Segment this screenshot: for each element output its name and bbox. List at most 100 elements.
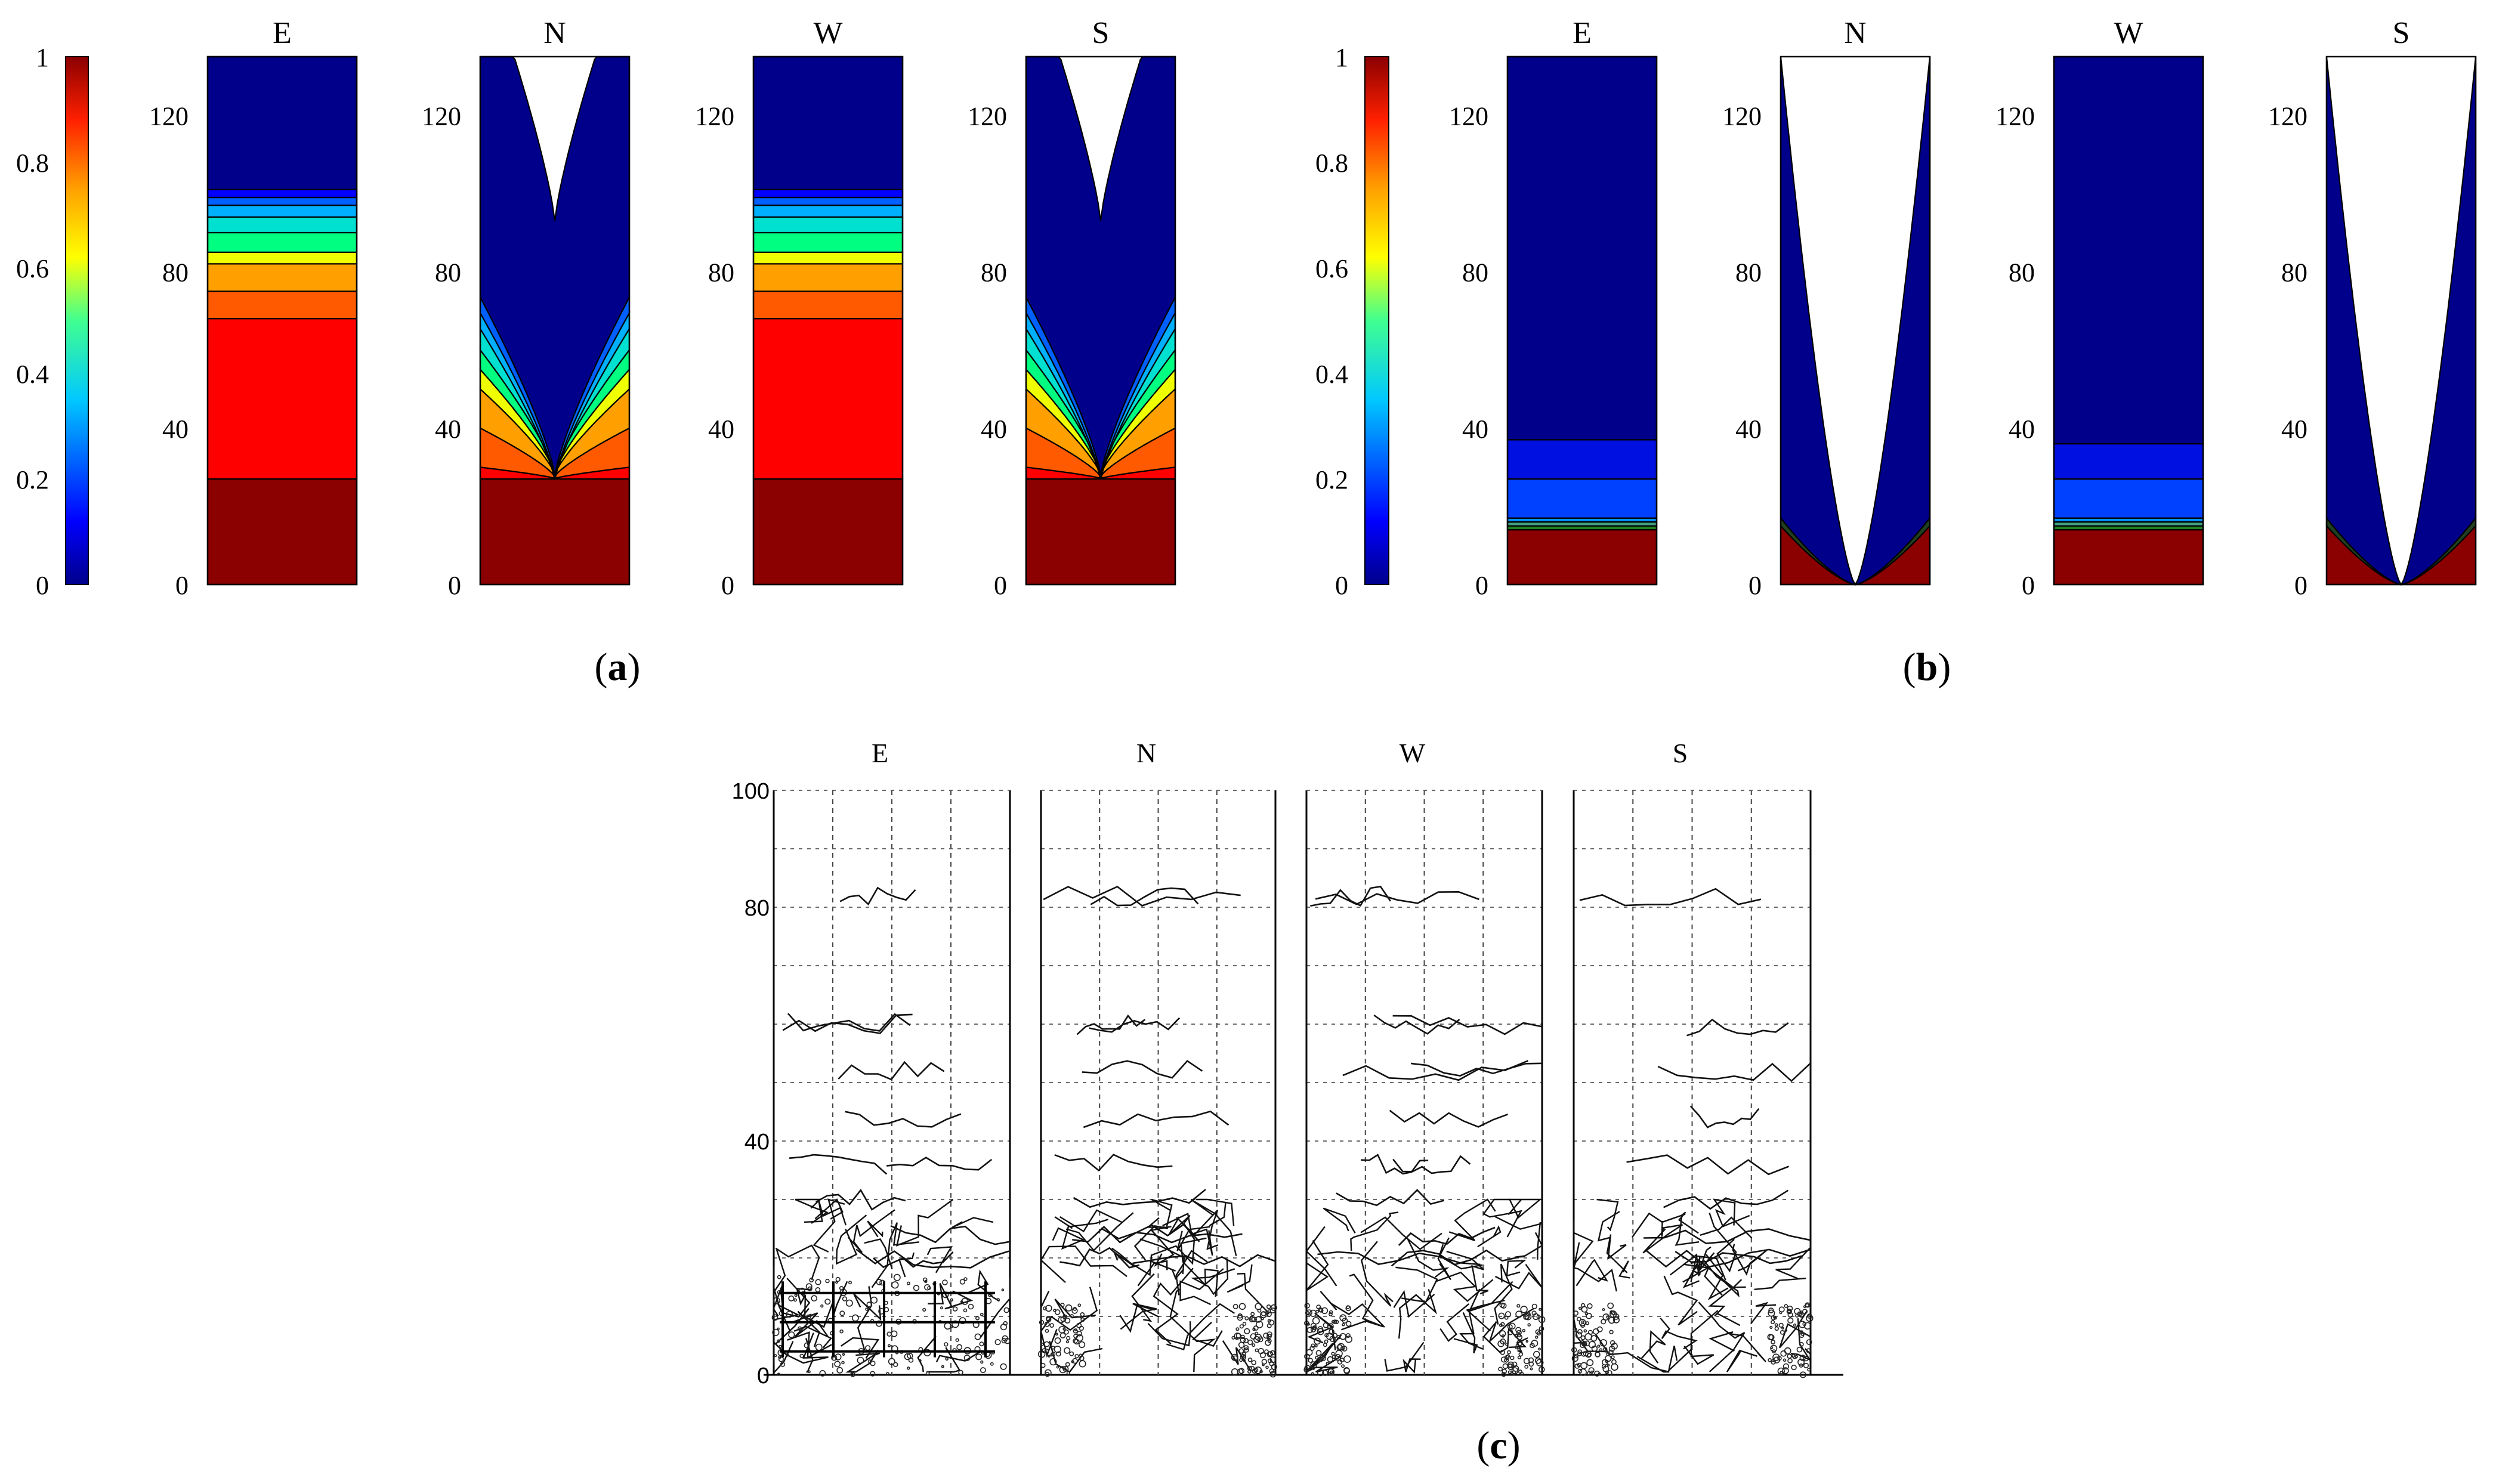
spall-mark <box>963 1308 968 1313</box>
spall-mark <box>886 1331 892 1337</box>
wall-title: E <box>1573 16 1592 50</box>
crack <box>1705 1254 1729 1301</box>
colorbar-tick-label: 0.6 <box>1315 254 1348 283</box>
spall-mark <box>1799 1371 1806 1378</box>
spall-mark <box>1515 1327 1522 1333</box>
spall-mark <box>1318 1308 1324 1313</box>
spall-mark <box>1507 1370 1512 1374</box>
spall-mark <box>1771 1340 1775 1344</box>
spall-mark <box>1046 1316 1051 1321</box>
spall-mark <box>1784 1347 1791 1355</box>
y-tick-label: 80 <box>2281 258 2307 287</box>
crack <box>1494 1216 1543 1260</box>
spall-mark <box>942 1279 948 1285</box>
spall-mark <box>1048 1355 1051 1358</box>
crack <box>1073 1189 1206 1208</box>
spall-mark <box>1252 1343 1256 1347</box>
contour-band <box>1506 529 1658 586</box>
spall-mark <box>904 1353 912 1361</box>
spall-mark <box>1269 1368 1275 1374</box>
spall-mark <box>1231 1368 1238 1376</box>
crack <box>1573 1267 1617 1292</box>
spall-mark <box>1611 1355 1615 1359</box>
wall-title: W <box>2114 16 2143 50</box>
spall-mark <box>812 1313 815 1317</box>
spall-mark <box>906 1281 910 1285</box>
spall-mark <box>918 1359 922 1362</box>
spall-mark <box>1799 1341 1804 1347</box>
y-tick-label: 120 <box>149 101 189 131</box>
sketch-wall <box>1303 790 1546 1377</box>
spall-mark <box>1574 1353 1578 1359</box>
spall-mark <box>1799 1363 1803 1368</box>
spall-mark <box>777 1327 780 1331</box>
walls-a: E 0 40 80 120 N 0 40 80 120 W 0 40 80 120 S 0 40 80 120 <box>149 16 1176 600</box>
spall-mark <box>1078 1341 1086 1348</box>
contour-band <box>206 231 358 253</box>
spall-mark <box>1787 1353 1792 1359</box>
crack <box>1407 1239 1450 1278</box>
crack <box>890 1225 1011 1245</box>
crack <box>793 1325 833 1349</box>
crack <box>1146 1217 1169 1229</box>
crack <box>1040 1287 1098 1358</box>
spall-mark <box>1571 1355 1578 1362</box>
y-tick-label: 120 <box>1722 101 1762 131</box>
crack <box>1083 1110 1229 1129</box>
crack <box>1384 1341 1425 1372</box>
colorbar-tick-label: 0.8 <box>16 149 49 178</box>
spall-mark <box>1610 1340 1615 1346</box>
spall-mark <box>1797 1311 1802 1317</box>
contour-band <box>206 216 358 234</box>
sketch-wall-title: S <box>1673 738 1688 768</box>
crack <box>1123 1223 1195 1276</box>
spall-mark <box>1339 1314 1347 1322</box>
crack <box>847 1209 895 1253</box>
crack <box>1361 1154 1429 1175</box>
crack <box>1059 1247 1140 1269</box>
crack <box>1391 1249 1518 1267</box>
y-tick-label: 0 <box>994 571 1007 600</box>
contour-band <box>1025 478 1176 586</box>
wall-frame <box>1506 55 1658 586</box>
spall-mark <box>1611 1363 1618 1371</box>
crack <box>1698 1246 1715 1271</box>
wall-title: N <box>543 16 566 50</box>
sketch-wall-title: W <box>1400 738 1426 768</box>
colorbar <box>65 56 89 585</box>
spall-mark <box>1516 1332 1522 1338</box>
crack <box>1054 1216 1109 1229</box>
spall-mark <box>811 1295 817 1301</box>
spall-mark <box>975 1316 980 1321</box>
spall-mark <box>772 1328 780 1336</box>
spall-mark <box>1321 1369 1329 1377</box>
spall-mark <box>1250 1312 1255 1316</box>
spall-mark <box>1607 1364 1610 1367</box>
crack <box>1315 891 1479 905</box>
spall-mark <box>961 1297 969 1305</box>
spall-mark <box>864 1345 871 1351</box>
spall-mark <box>1309 1346 1315 1351</box>
spall-mark <box>1611 1359 1617 1365</box>
spall-mark <box>848 1281 852 1285</box>
crack <box>1446 1250 1489 1295</box>
spall-mark <box>1531 1310 1537 1316</box>
sketch-wall <box>1571 790 1814 1378</box>
spall-mark <box>1500 1303 1507 1309</box>
spall-mark <box>1267 1319 1271 1323</box>
spall-mark <box>940 1306 943 1310</box>
spall-mark <box>1581 1320 1584 1324</box>
y-tick-label: 120 <box>695 101 734 131</box>
spall-mark <box>1584 1312 1589 1316</box>
contour-band <box>206 478 358 586</box>
crack <box>1663 1275 1698 1326</box>
spall-mark <box>1056 1365 1059 1369</box>
spall-mark <box>974 1333 981 1340</box>
spall-mark <box>1271 1364 1277 1370</box>
spall-mark <box>1793 1323 1797 1327</box>
crack <box>871 1222 920 1288</box>
spall-mark <box>1318 1356 1324 1362</box>
crack <box>1169 1288 1216 1372</box>
spall-mark <box>1500 1356 1507 1363</box>
